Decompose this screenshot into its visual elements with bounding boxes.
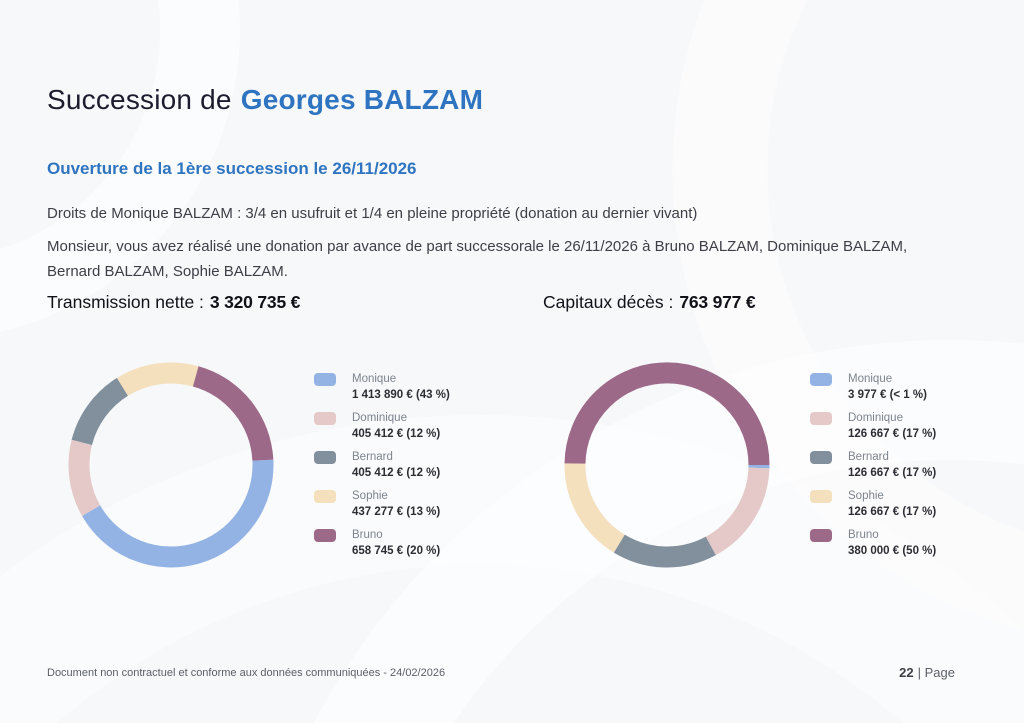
footer-disclaimer: Document non contractuel et conforme aux… <box>47 667 446 679</box>
donut-segment-dominique <box>68 439 101 516</box>
legend-beneficiary-name: Monique <box>848 373 893 385</box>
legend-text: Monique 3 977 € (< 1 %) <box>848 372 927 402</box>
legend-item-sophie: Sophie 126 667 € (17 %) <box>810 489 936 519</box>
section-subtitle: Ouverture de la 1ère succession le 26/11… <box>47 159 417 178</box>
legend-beneficiary-name: Bruno <box>352 529 383 541</box>
donut-segment-bernard <box>613 534 716 568</box>
page-number: 22 <box>899 665 914 680</box>
legend-amount-value: 1 413 890 € (43 %) <box>352 389 450 401</box>
paragraph-rights: Droits de Monique BALZAM : 3/4 en usufru… <box>47 205 698 222</box>
legend-swatch-icon <box>314 412 336 425</box>
chart-legend-capitaux: Monique 3 977 € (< 1 %) Dominique 126 667 €… <box>810 372 936 567</box>
page-label: | Page <box>917 665 955 680</box>
legend-swatch-icon <box>810 529 832 542</box>
chart-title-value: 763 977 € <box>679 292 756 312</box>
legend-swatch-icon <box>314 373 336 386</box>
legend-amount-value: 126 667 € (17 %) <box>848 428 937 440</box>
chart-title-transmission: Transmission nette :3 320 735 € <box>47 292 300 313</box>
chart-title-label: Capitaux décès : <box>543 292 674 312</box>
legend-beneficiary-name: Dominique <box>352 412 407 424</box>
legend-amount-value: 658 745 € (20 %) <box>352 545 441 557</box>
legend-item-bernard: Bernard 405 412 € (12 %) <box>314 450 450 480</box>
legend-amount-value: 380 000 € (50 %) <box>848 545 937 557</box>
donut-segment-monique <box>81 459 274 568</box>
legend-text: Dominique 126 667 € (17 %) <box>848 411 936 441</box>
donut-chart-transmission <box>68 362 274 568</box>
donut-segment-sophie <box>116 362 199 396</box>
donut-segment-bruno <box>564 362 770 466</box>
page-indicator: 22 | Page <box>899 665 955 680</box>
legend-text: Sophie 126 667 € (17 %) <box>848 489 936 519</box>
legend-beneficiary-name: Dominique <box>848 412 903 424</box>
legend-beneficiary-name: Bernard <box>848 451 889 463</box>
chart-block-capitaux: Capitaux décès :763 977 € Monique 3 977 €… <box>543 292 983 592</box>
legend-amount-value: 126 667 € (17 %) <box>848 467 937 479</box>
legend-swatch-icon <box>810 490 832 503</box>
chart-legend-transmission: Monique 1 413 890 € (43 %) Dominique 405 41… <box>314 372 450 567</box>
legend-item-dominique: Dominique 126 667 € (17 %) <box>810 411 936 441</box>
legend-swatch-icon <box>314 529 336 542</box>
donut-chart-capitaux <box>564 362 770 568</box>
legend-item-monique: Monique 3 977 € (< 1 %) <box>810 372 936 402</box>
legend-beneficiary-name: Monique <box>352 373 397 385</box>
legend-text: Dominique 405 412 € (12 %) <box>352 411 440 441</box>
legend-swatch-icon <box>810 373 832 386</box>
chart-title-value: 3 320 735 € <box>209 292 301 312</box>
page-title-prefix: Succession de <box>47 84 232 115</box>
legend-item-sophie: Sophie 437 277 € (13 %) <box>314 489 450 519</box>
chart-title-capitaux: Capitaux décès :763 977 € <box>543 292 756 313</box>
paragraph-donation: Monsieur, vous avez réalisé une donation… <box>47 238 908 280</box>
legend-text: Monique 1 413 890 € (43 %) <box>352 372 450 402</box>
legend-amount-value: 405 412 € (12 %) <box>352 428 441 440</box>
legend-swatch-icon <box>314 490 336 503</box>
legend-item-monique: Monique 1 413 890 € (43 %) <box>314 372 450 402</box>
donut-segment-bruno <box>192 366 274 462</box>
legend-amount-value: 437 277 € (13 %) <box>352 506 441 518</box>
legend-beneficiary-name: Bruno <box>848 529 879 541</box>
legend-amount-value: 3 977 € (< 1 %) <box>848 389 927 401</box>
chart-block-transmission: Transmission nette :3 320 735 € Monique 1… <box>47 292 487 592</box>
legend-amount-value: 405 412 € (12 %) <box>352 467 441 479</box>
legend-text: Sophie 437 277 € (13 %) <box>352 489 440 519</box>
donut-segment-dominique <box>705 467 770 556</box>
legend-text: Bruno 380 000 € (50 %) <box>848 528 936 558</box>
legend-text: Bruno 658 745 € (20 %) <box>352 528 440 558</box>
legend-beneficiary-name: Sophie <box>848 490 884 502</box>
legend-text: Bernard 126 667 € (17 %) <box>848 450 936 480</box>
legend-swatch-icon <box>810 451 832 464</box>
page-title: Succession de Georges BALZAM <box>47 84 483 116</box>
legend-swatch-icon <box>314 451 336 464</box>
legend-swatch-icon <box>810 412 832 425</box>
chart-title-label: Transmission nette : <box>47 292 204 312</box>
donut-segment-sophie <box>564 463 626 553</box>
legend-beneficiary-name: Sophie <box>352 490 388 502</box>
legend-item-bernard: Bernard 126 667 € (17 %) <box>810 450 936 480</box>
legend-item-bruno: Bruno 658 745 € (20 %) <box>314 528 450 558</box>
legend-text: Bernard 405 412 € (12 %) <box>352 450 440 480</box>
donut-segment-bernard <box>71 377 129 446</box>
legend-item-dominique: Dominique 405 412 € (12 %) <box>314 411 450 441</box>
legend-item-bruno: Bruno 380 000 € (50 %) <box>810 528 936 558</box>
page-title-name: Georges BALZAM <box>240 84 484 115</box>
legend-amount-value: 126 667 € (17 %) <box>848 506 937 518</box>
legend-beneficiary-name: Bernard <box>352 451 393 463</box>
